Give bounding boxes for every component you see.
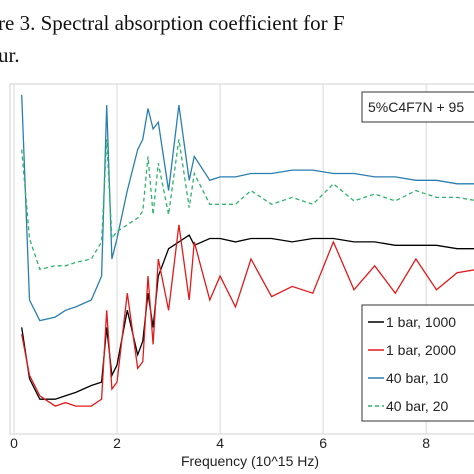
x-axis-label: Frequency (10^15 Hz) [181,453,319,469]
legend-box [361,304,474,422]
series-line [21,139,474,271]
series-line [21,224,474,407]
x-tick-label: 8 [422,435,430,451]
legend-label: 40 bar, 10 [386,370,448,386]
annotation: 5%C4F7N + 95 [368,99,464,115]
series-line [21,94,474,322]
legend-label: 1 bar, 2000 [386,342,456,358]
annotation-box [361,91,474,123]
series-line [21,234,474,400]
caption-line: ur. [0,43,20,67]
caption-line: re 3. Spectral absorption coefficient fo… [0,11,345,35]
x-tick-label: 4 [216,435,224,451]
x-tick-label: 2 [113,435,121,451]
legend-label: 1 bar, 1000 [386,314,456,330]
legend-label: 40 bar, 20 [386,398,448,414]
x-tick-label: 0 [10,435,18,451]
x-tick-label: 6 [319,435,327,451]
